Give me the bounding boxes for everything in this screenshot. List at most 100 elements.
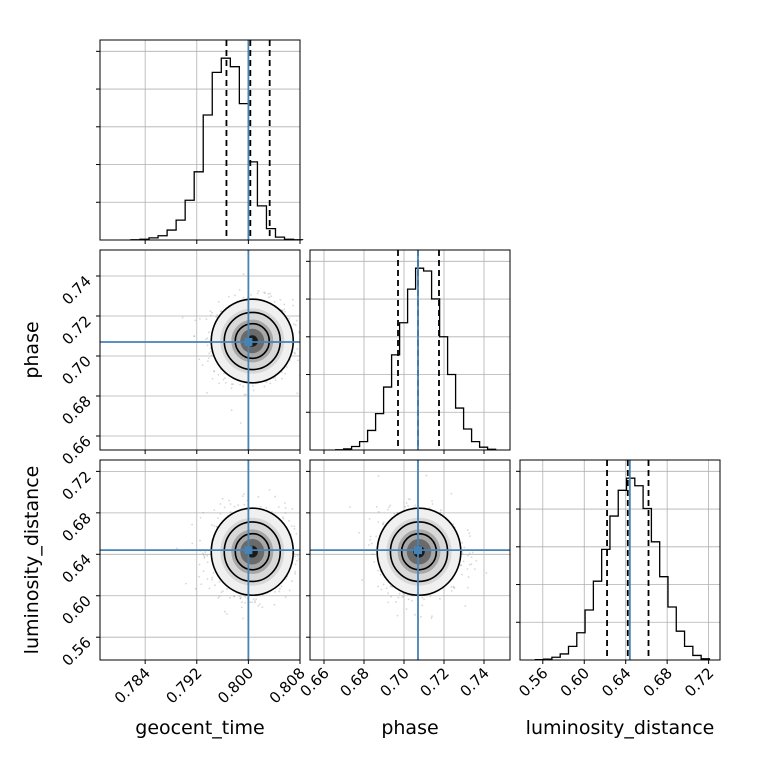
sample-point (279, 298, 282, 301)
sample-point (204, 551, 207, 553)
sample-point (386, 508, 389, 511)
sample-point (389, 585, 392, 588)
sample-point (211, 311, 213, 314)
sample-point (218, 580, 221, 583)
sample-point (291, 580, 294, 583)
sample-point (467, 576, 470, 578)
sample-point (296, 348, 299, 350)
sample-point (368, 518, 371, 520)
sample-point (304, 525, 306, 527)
sample-point (239, 597, 242, 600)
sample-point (230, 387, 233, 389)
contour-line (400, 532, 438, 571)
sample-point (251, 601, 253, 604)
sample-point (466, 529, 469, 532)
sample-point (200, 583, 203, 586)
sample-point (467, 554, 470, 557)
sample-point (267, 292, 270, 295)
y-axis-label-phase: phase (21, 321, 43, 378)
sample-point (206, 391, 208, 394)
sample-point (198, 575, 201, 578)
sample-point (243, 503, 246, 506)
sample-point (421, 596, 424, 599)
sample-point (404, 505, 407, 508)
y-axis-label-luminosity-distance: luminosity_distance (21, 466, 43, 655)
sample-point (218, 595, 221, 598)
sample-point (452, 523, 455, 526)
sample-point (203, 557, 206, 559)
sample-point (269, 382, 272, 385)
sample-point (241, 601, 243, 604)
x-axis-label-luminosity-distance: luminosity_distance (526, 717, 715, 739)
sample-point (460, 564, 463, 567)
sample-point (263, 385, 266, 388)
truth-marker (244, 338, 253, 346)
sample-point (223, 377, 226, 379)
sample-point (475, 559, 478, 562)
sample-point (181, 316, 184, 319)
sample-point (241, 495, 244, 498)
sample-point (308, 597, 310, 599)
sample-point (207, 331, 210, 334)
sample-point (379, 573, 382, 576)
panel-frame (99, 249, 301, 451)
sample-point (202, 511, 205, 514)
sample-point (230, 383, 233, 385)
sample-point (430, 617, 433, 619)
sample-point (268, 488, 271, 491)
sample-point (205, 318, 208, 321)
sample-point (466, 586, 469, 589)
sample-point (198, 563, 201, 566)
sample-point (217, 597, 220, 599)
x-tick-label: 0.70 (376, 664, 412, 700)
sample-point (242, 296, 245, 299)
sample-point (209, 310, 212, 313)
sample-point (291, 508, 294, 510)
sample-point (243, 393, 246, 396)
sample-point (220, 310, 223, 313)
y-tick-label: 0.72 (58, 467, 94, 503)
sample-point (295, 532, 298, 535)
sample-point (202, 554, 205, 557)
sample-point (453, 586, 455, 589)
sample-point (382, 583, 385, 586)
sample-point (375, 535, 378, 538)
sample-point (211, 524, 213, 526)
sample-point (293, 528, 296, 530)
contour-line (389, 521, 449, 583)
sample-point (471, 551, 474, 554)
histogram-step-phase (334, 267, 497, 451)
sample-point (201, 552, 204, 555)
sample-point (288, 589, 291, 592)
sample-point (377, 585, 379, 588)
sample-point (199, 539, 201, 542)
sample-point (227, 295, 230, 298)
sample-point (274, 591, 276, 593)
sample-point (373, 561, 376, 563)
sample-point (461, 573, 463, 576)
sample-point (270, 295, 273, 298)
sample-point (311, 559, 313, 561)
sample-point (194, 587, 197, 590)
x-tick-label: 0.792 (163, 664, 206, 707)
sample-point (256, 292, 259, 295)
sample-point (238, 289, 241, 291)
sample-point (461, 542, 464, 544)
sample-point (428, 507, 431, 509)
sample-point (265, 506, 268, 509)
sample-point (225, 613, 228, 615)
sample-point (206, 554, 209, 557)
sample-point (395, 601, 397, 603)
sample-point (295, 319, 298, 322)
sample-point (210, 578, 213, 581)
sample-point (439, 597, 441, 600)
sample-point (284, 596, 287, 599)
sample-point (466, 568, 469, 570)
panel-frame (309, 459, 511, 661)
sample-point (250, 293, 252, 296)
sample-point (194, 319, 197, 322)
sample-point (431, 503, 434, 505)
sample-point (288, 519, 291, 522)
sample-point (377, 475, 380, 477)
x-tick-label: 0.68 (336, 664, 372, 700)
